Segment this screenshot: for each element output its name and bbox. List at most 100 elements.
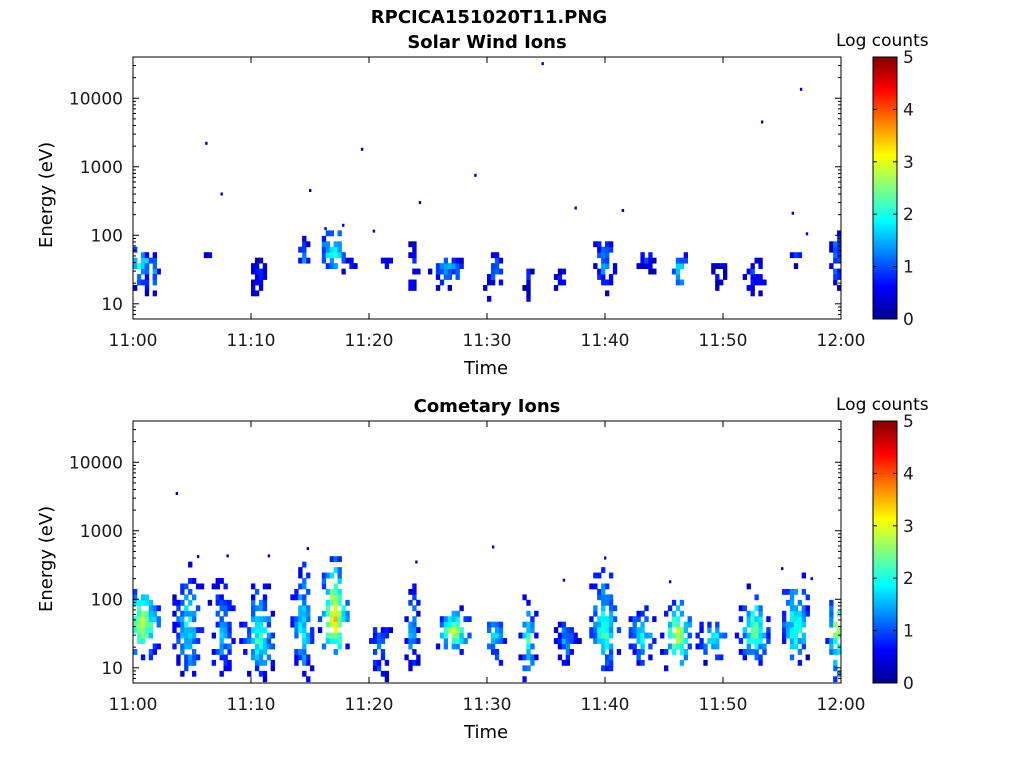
data-cell: [447, 263, 452, 270]
data-point: [309, 189, 312, 193]
data-cell: [144, 252, 150, 259]
data-cell: [435, 284, 441, 291]
data-cell: [789, 252, 795, 259]
data-cell: [254, 274, 260, 280]
data-cell: [483, 284, 488, 291]
data-cell: [388, 257, 393, 264]
data-cell: [490, 252, 496, 259]
data-cell: [758, 279, 763, 286]
data-point: [342, 223, 345, 227]
data-cell: [758, 263, 763, 270]
data-cell: [258, 274, 264, 280]
data-cell: [679, 279, 685, 286]
data-cell: [597, 252, 602, 259]
data-cell: [597, 268, 602, 275]
data-cell: [605, 257, 610, 264]
data-point: [799, 87, 803, 91]
data-cell: [333, 241, 338, 248]
data-cell: [833, 279, 838, 286]
data-cell: [746, 284, 751, 291]
data-cell: [207, 252, 213, 259]
data-cell: [447, 268, 452, 275]
data-point: [324, 227, 327, 231]
panel-title-cometary: Cometary Ions: [413, 396, 561, 417]
data-cell: [459, 263, 464, 270]
data-cell: [412, 268, 417, 275]
data-cell: [254, 263, 260, 270]
data-cell: [152, 279, 157, 286]
data-cell: [337, 230, 342, 237]
data-cell: [837, 284, 842, 291]
data-cell: [750, 284, 755, 291]
data-cell: [833, 252, 838, 259]
x-tick-label: 11:00: [109, 331, 158, 351]
data-cell: [140, 257, 146, 264]
data-cell: [455, 268, 460, 275]
data-cell: [258, 268, 264, 275]
data-cell: [455, 263, 460, 270]
data-cell: [605, 263, 610, 270]
data-cell: [644, 257, 649, 264]
data-cell: [152, 263, 157, 270]
data-point: [360, 147, 364, 151]
data-cell: [833, 257, 838, 264]
x-tick-label: 11:20: [345, 331, 394, 351]
data-cell: [140, 279, 146, 286]
data-cell: [298, 257, 303, 264]
data-cell: [435, 268, 441, 275]
data-cell: [652, 257, 657, 264]
x-axis-label-bottom: Time: [464, 722, 509, 743]
colorbar-tick-label: 3: [903, 153, 914, 173]
data-cell: [140, 252, 146, 259]
data-cell: [608, 241, 614, 248]
data-cell: [262, 268, 268, 275]
data-cell: [608, 279, 614, 286]
data-cell: [833, 268, 838, 275]
data-cell: [258, 257, 264, 264]
data-cell: [133, 284, 138, 291]
data-cell: [683, 252, 688, 259]
data-cell: [148, 257, 154, 264]
data-cell: [746, 268, 751, 275]
data-cell: [605, 241, 610, 248]
data-cell: [133, 257, 138, 264]
data-cell: [723, 268, 728, 275]
x-tick-label: 11:50: [699, 331, 748, 351]
data-cell: [597, 246, 602, 253]
y-tick-label: 100: [91, 226, 123, 246]
data-cell: [723, 274, 728, 280]
data-cell: [380, 257, 386, 264]
data-cell: [648, 263, 653, 270]
data-cell: [435, 274, 441, 280]
data-cell: [530, 268, 535, 275]
colorbar-tick-label: 1: [903, 258, 914, 278]
data-cell: [140, 268, 146, 275]
data-cell: [754, 279, 759, 286]
data-cell: [636, 263, 641, 270]
data-cell: [412, 257, 417, 264]
data-cell: [526, 268, 531, 275]
data-cell: [302, 257, 307, 264]
data-cell: [754, 257, 759, 264]
data-cell: [612, 268, 618, 275]
data-cell: [203, 252, 209, 259]
data-cell: [829, 263, 834, 270]
data-point: [574, 206, 577, 210]
x-axis-label-top: Time: [464, 358, 509, 379]
data-cell: [133, 263, 138, 270]
data-cell: [325, 263, 331, 270]
colorbar-tick-label: 5: [903, 48, 914, 68]
data-cell: [750, 268, 755, 275]
data-cell: [648, 268, 653, 275]
data-cell: [601, 263, 606, 270]
data-cell: [601, 246, 606, 253]
data-point: [760, 120, 764, 124]
page-title: RPCICA151020T11.PNG: [370, 7, 608, 28]
data-cell: [144, 268, 150, 275]
data-cell: [384, 263, 390, 270]
data-cell: [561, 279, 567, 286]
data-cell: [561, 268, 567, 275]
data-cell: [152, 274, 157, 280]
data-cell: [837, 230, 842, 237]
